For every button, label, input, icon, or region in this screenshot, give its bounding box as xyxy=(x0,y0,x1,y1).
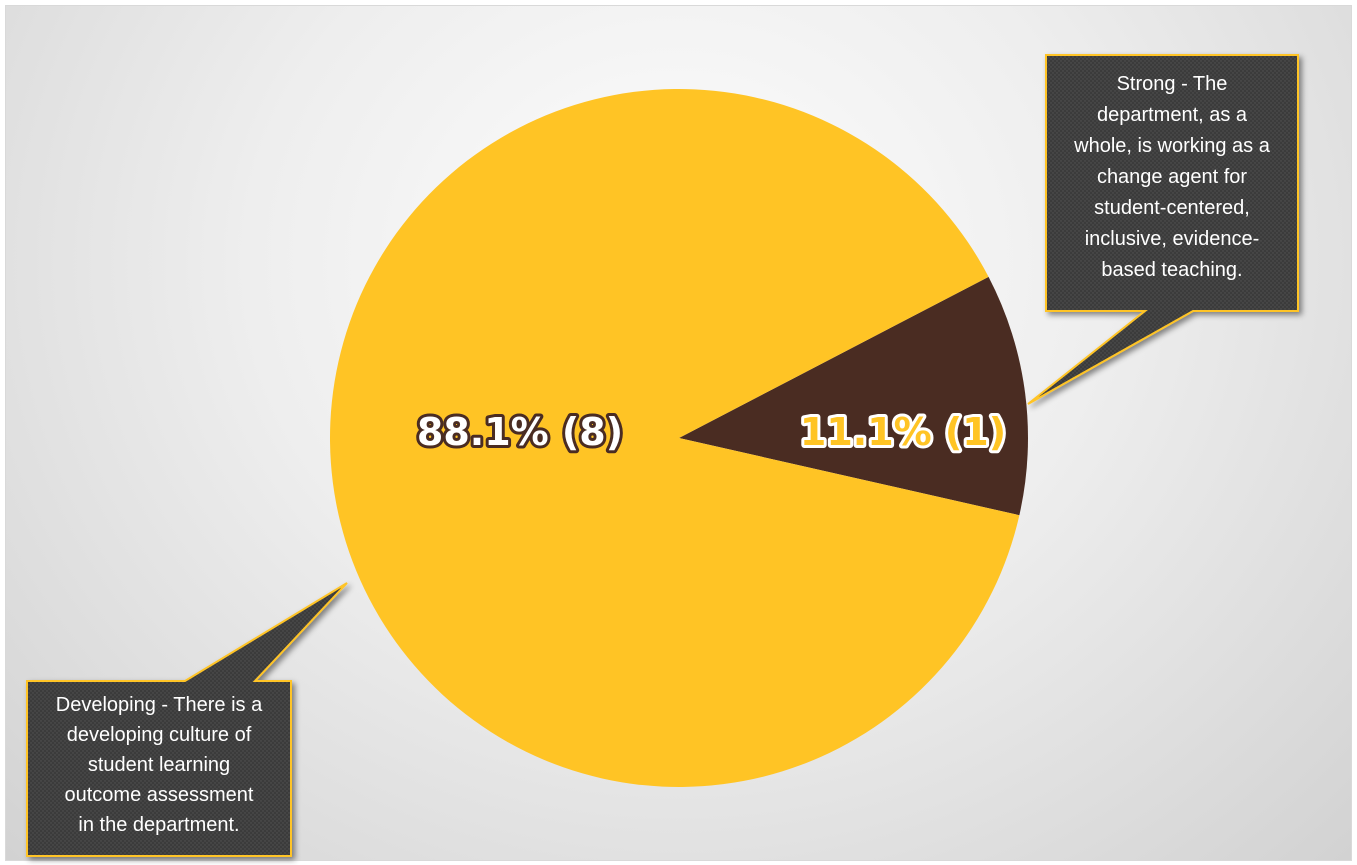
callouts-layer: Strong - The department, as a whole, is wo… xyxy=(26,54,1299,857)
callout-box xyxy=(26,582,348,857)
callout-developing xyxy=(26,582,348,857)
pie-slice-strong xyxy=(679,276,1028,516)
callout-line: Strong - The xyxy=(1117,73,1228,95)
slices-layer xyxy=(330,89,1028,788)
labels-layer: 11.1% (1) 88.1% (8) xyxy=(414,407,1009,457)
callout-line: student-centered, xyxy=(1094,197,1250,219)
callout-line: department, as a xyxy=(1097,104,1248,126)
callout-line: outcome assessment xyxy=(65,784,254,806)
callout-line: in the department. xyxy=(78,814,239,836)
callout-line: inclusive, evidence- xyxy=(1085,228,1260,250)
pie-slice-developing xyxy=(330,89,1020,788)
callout-line: whole, is working as a xyxy=(1073,135,1271,157)
callout-line: based teaching. xyxy=(1101,259,1242,281)
callout-text: Strong - The department, as a whole, is wo… xyxy=(1073,73,1271,281)
data-label-developing: 88.1% (8) xyxy=(417,410,623,454)
callout-line: developing culture of xyxy=(67,724,252,746)
callout-line: Developing - There is a xyxy=(56,694,263,716)
callout-strong xyxy=(1027,54,1299,405)
callout-box xyxy=(1027,54,1299,405)
callout-line: student learning xyxy=(88,754,230,776)
callout-text: Developing - There is a developing cultur… xyxy=(56,694,263,836)
data-label-strong: 11.1% (1) xyxy=(800,410,1006,454)
callout-line: change agent for xyxy=(1097,166,1247,188)
